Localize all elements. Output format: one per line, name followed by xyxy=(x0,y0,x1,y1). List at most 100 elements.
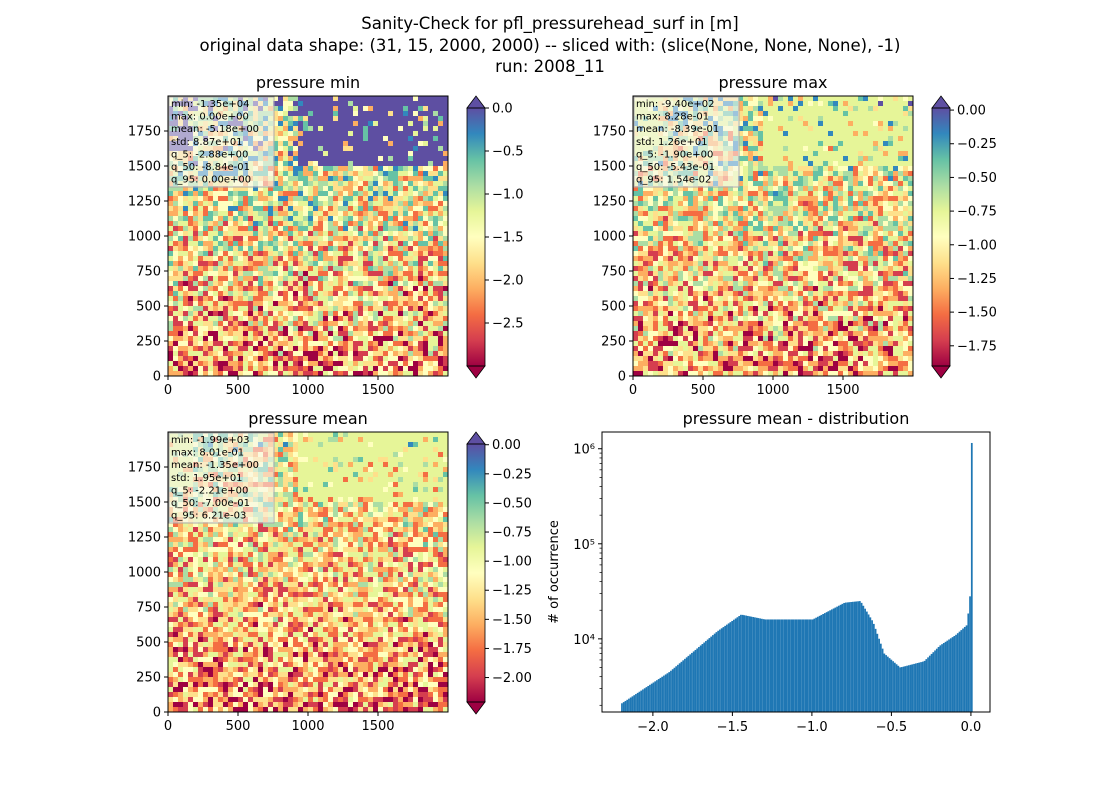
colorbar-extend-bottom xyxy=(931,365,951,379)
y-tick-label: 750 xyxy=(136,601,161,616)
histogram-bar xyxy=(900,667,903,712)
histogram-bar xyxy=(970,442,973,712)
histogram-bar xyxy=(638,691,641,712)
stats-line: min: -1.99e+03 xyxy=(171,435,250,446)
histogram-bar xyxy=(731,620,734,712)
histogram-bar xyxy=(804,619,807,712)
histogram-bar xyxy=(622,702,625,712)
colorbar: 0.00 −0.25 −0.50 −0.75 −1.00 −1.25 −1.50 −1.75 xyxy=(931,95,997,379)
histogram-bar xyxy=(787,619,789,712)
colorbar-tick-label: −1.50 xyxy=(957,306,997,321)
histogram-bar xyxy=(764,619,767,712)
histogram-bar xyxy=(811,619,814,712)
histogram-bar xyxy=(689,654,692,712)
panel-title: pressure mean - distribution xyxy=(683,409,910,428)
histogram-bar xyxy=(948,639,950,712)
histogram-bar xyxy=(666,673,669,712)
histogram-bar xyxy=(888,658,891,712)
histogram-bar xyxy=(698,646,700,712)
histogram-bar xyxy=(916,663,919,712)
histogram-bar xyxy=(909,664,912,712)
panel-title: pressure mean xyxy=(248,409,368,428)
stats-line: std: 8.87e+01 xyxy=(171,137,243,148)
histogram-bar xyxy=(902,666,905,712)
stats-box-background xyxy=(168,432,275,524)
histogram-bar xyxy=(713,633,716,712)
histogram-bar xyxy=(724,625,727,712)
histogram-bar xyxy=(670,670,672,712)
histogram-bar xyxy=(855,601,858,712)
histogram-bar xyxy=(803,619,805,712)
histogram-bar xyxy=(783,619,786,712)
colorbar-frame xyxy=(931,107,951,367)
x-tick-label: 0 xyxy=(164,719,172,734)
histogram-bar xyxy=(794,619,796,712)
histogram-bar xyxy=(904,666,907,712)
histogram-bar xyxy=(624,700,627,712)
figure-title-line-1: Sanity-Check for pfl_pressurehead_surf i… xyxy=(361,14,739,33)
histogram-bar xyxy=(955,634,957,712)
x-tick-label: 1500 xyxy=(826,383,859,398)
histogram-bar xyxy=(652,682,655,712)
stats-line: q_5: -2.88e+00 xyxy=(171,149,248,160)
colorbar-tick-label: −1.50 xyxy=(492,613,532,628)
heatmap-panel-1: pressure min 0 500 1000 1500 0 250 500 750 1000 12… xyxy=(128,73,524,398)
histogram-bar xyxy=(843,602,845,712)
histogram-bar xyxy=(692,651,695,712)
histogram-bar xyxy=(703,642,706,712)
histogram-bar xyxy=(671,669,674,712)
colorbar-extend-bottom xyxy=(466,365,486,379)
colorbar-tick-label: −1.00 xyxy=(957,238,997,253)
histogram-bar xyxy=(628,698,630,712)
histogram-bar xyxy=(769,619,772,712)
colorbar-extend-top xyxy=(466,431,486,445)
histogram-bar xyxy=(694,649,697,712)
histogram-bar xyxy=(848,602,851,712)
histogram-bar xyxy=(907,665,910,712)
histogram-bar xyxy=(636,692,639,712)
histogram-bar xyxy=(629,697,632,712)
histogram-bar xyxy=(755,617,758,712)
histogram-bar xyxy=(775,619,777,712)
histogram-bar xyxy=(850,602,852,712)
stats-line: std: 1.95e+01 xyxy=(171,473,243,484)
histogram-bar xyxy=(685,657,688,712)
stats-line: q_95: 6.21e-03 xyxy=(171,511,246,522)
histogram-bar xyxy=(734,618,737,712)
histogram-bar xyxy=(815,617,817,712)
stats-box-background xyxy=(633,96,740,188)
histogram-bar xyxy=(864,608,866,712)
histogram-bar xyxy=(729,622,732,712)
histogram-bar xyxy=(932,652,935,712)
histogram-bar xyxy=(927,657,929,712)
histogram-bar xyxy=(776,619,779,712)
panel-title: pressure max xyxy=(718,73,827,92)
histogram-bar xyxy=(663,675,665,712)
histogram-bar xyxy=(878,638,880,712)
histogram-bar xyxy=(768,619,770,712)
colorbar-tick-label: −1.00 xyxy=(492,555,532,570)
histogram-bar xyxy=(691,652,693,712)
histogram-bar xyxy=(750,616,753,712)
histogram-bar xyxy=(643,688,646,712)
histogram-bar xyxy=(890,659,893,712)
y-tick-label: 1000 xyxy=(128,230,161,245)
histogram-bar xyxy=(705,641,707,712)
x-tick-label: 1000 xyxy=(291,719,324,734)
histogram-bar xyxy=(771,619,774,712)
x-tick-label: 1500 xyxy=(361,383,394,398)
histogram-bar xyxy=(965,625,968,712)
histogram-bar xyxy=(906,665,908,712)
stats-line: mean: -5.18e+00 xyxy=(171,124,259,135)
stats-line: min: -9.40e+02 xyxy=(636,99,715,110)
histogram-bar xyxy=(754,617,756,712)
histogram-bar xyxy=(872,623,875,712)
histogram-bar xyxy=(778,619,781,712)
histogram-bar xyxy=(797,619,800,712)
histogram-bar xyxy=(893,662,896,712)
stats-line: min: -1.35e+04 xyxy=(171,99,250,110)
x-tick-label: 500 xyxy=(691,383,716,398)
y-tick-label: 1000 xyxy=(128,566,161,581)
histogram-bar xyxy=(958,631,961,712)
